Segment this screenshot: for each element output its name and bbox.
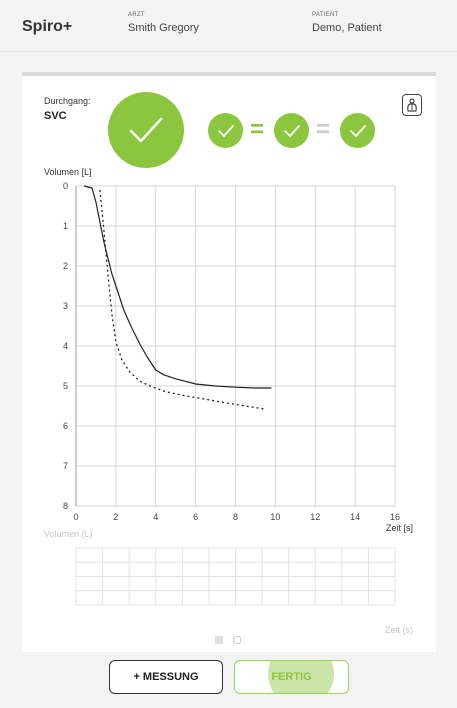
x-tick-label: 0 — [73, 512, 78, 522]
x-tick-label: 8 — [233, 512, 238, 522]
x-tick-label: 4 — [153, 512, 158, 522]
pager-dot-1[interactable] — [215, 636, 223, 644]
predicted-curve-line — [99, 189, 266, 410]
y-tick-label: 1 — [63, 221, 68, 231]
check-icon — [129, 117, 163, 143]
check-icon — [283, 124, 300, 137]
x-tick-label: 12 — [310, 512, 320, 522]
x-axis-label: Zeit [s] — [386, 523, 413, 533]
x-tick-label: 16 — [390, 512, 400, 522]
y-tick-label: 3 — [63, 301, 68, 311]
press-ripple — [268, 661, 334, 693]
y-tick-label: 7 — [63, 461, 68, 471]
x-tick-label: 2 — [113, 512, 118, 522]
chart-grid — [75, 185, 396, 507]
second-chart-grid — [75, 547, 396, 606]
done-button[interactable]: FERTIG — [234, 660, 349, 694]
y-axis-label: Volumen [L] — [44, 167, 92, 177]
run-label: Durchgang: — [44, 96, 91, 106]
patient-name: Demo, Patient — [312, 22, 382, 34]
doctor-name: Smith Gregory — [128, 22, 199, 34]
chart-pager — [215, 636, 241, 644]
pager-dot-2[interactable] — [233, 636, 241, 644]
measured-curve-line — [83, 185, 272, 389]
check-icon — [349, 124, 366, 137]
chart-series — [83, 185, 272, 410]
patient-info: PATIENT Demo, Patient — [312, 12, 382, 34]
lung-settings-icon — [407, 98, 417, 112]
run-value: SVC — [44, 110, 67, 122]
y-tick-label: 0 — [63, 181, 68, 191]
equals-sign-pending: = — [316, 116, 331, 143]
x-tick-label: 6 — [193, 512, 198, 522]
y-tick-label: 5 — [63, 381, 68, 391]
add-measurement-button[interactable]: + MESSUNG — [109, 660, 223, 694]
trial-1-check-badge — [208, 113, 243, 148]
y-axis-ticks: 0 1 2 3 4 5 6 7 8 — [63, 181, 68, 511]
app-header: Spiro+ ARZT Smith Gregory PATIENT Demo, … — [0, 0, 457, 52]
trial-2-check-badge — [274, 113, 309, 148]
measurement-card: Durchgang: SVC = = — [22, 72, 436, 652]
done-button-label: FERTIG — [271, 671, 312, 683]
x-axis-ticks: 0 2 4 6 8 10 12 14 16 — [73, 512, 400, 522]
equals-sign-match: = — [250, 116, 265, 143]
y-tick-label: 6 — [63, 421, 68, 431]
doctor-info: ARZT Smith Gregory — [128, 12, 199, 34]
app-title: Spiro+ — [22, 18, 73, 35]
patient-label: PATIENT — [312, 12, 339, 18]
current-trial-check-badge — [108, 92, 184, 168]
check-icon — [217, 124, 234, 137]
x-tick-label: 14 — [350, 512, 360, 522]
second-chart-y-label: Volumen (L) — [44, 529, 93, 539]
trial-3-check-badge — [340, 113, 375, 148]
y-tick-label: 4 — [63, 341, 68, 351]
x-tick-label: 10 — [270, 512, 280, 522]
lung-settings-button[interactable] — [402, 94, 422, 116]
second-chart-x-label: Zeit (s) — [385, 625, 413, 635]
doctor-label: ARZT — [128, 12, 145, 18]
y-tick-label: 2 — [63, 261, 68, 271]
y-tick-label: 8 — [63, 501, 68, 511]
